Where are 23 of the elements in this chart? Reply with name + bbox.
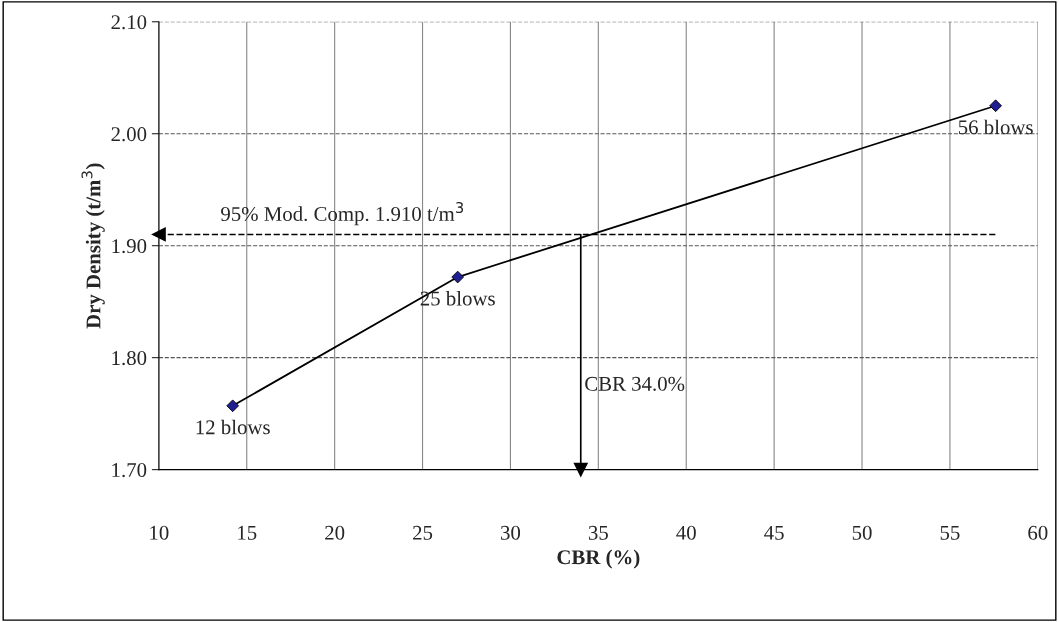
annotation: 25 blows <box>420 290 495 306</box>
x-tick-label: 55 <box>940 525 960 540</box>
x-tick-label: 15 <box>238 525 257 540</box>
annotation: 12 blows <box>196 419 270 435</box>
y-tick-label: 2.00 <box>111 127 147 142</box>
x-tick-label: 35 <box>588 525 608 540</box>
ref-line-label: CBR 34.0% <box>585 376 685 391</box>
x-tick-label: 60 <box>1028 525 1048 540</box>
y-tick-label: 1.70 <box>112 462 147 478</box>
x-tick-label: 50 <box>852 525 872 540</box>
annotation: 56 blows <box>958 119 1033 135</box>
x-tick-label: 20 <box>325 525 345 540</box>
x-tick-label: 45 <box>764 525 784 540</box>
y-tick-label: 2.10 <box>111 15 147 30</box>
y-axis-title: Dry Density (t/m$^{3}$) <box>81 163 105 329</box>
y-tick-label: 1.90 <box>112 239 147 254</box>
y-tick-label: 1.80 <box>112 351 147 366</box>
x-tick-label: 25 <box>413 525 433 540</box>
x-tick-label: 10 <box>150 525 169 540</box>
x-tick-label: 30 <box>501 525 521 540</box>
ref-line-label: 95% Mod. Comp. 1.910 t/m$^{3}$ <box>221 202 464 226</box>
x-axis-title: CBR (%) <box>557 549 640 569</box>
x-tick-label: 40 <box>676 525 696 540</box>
